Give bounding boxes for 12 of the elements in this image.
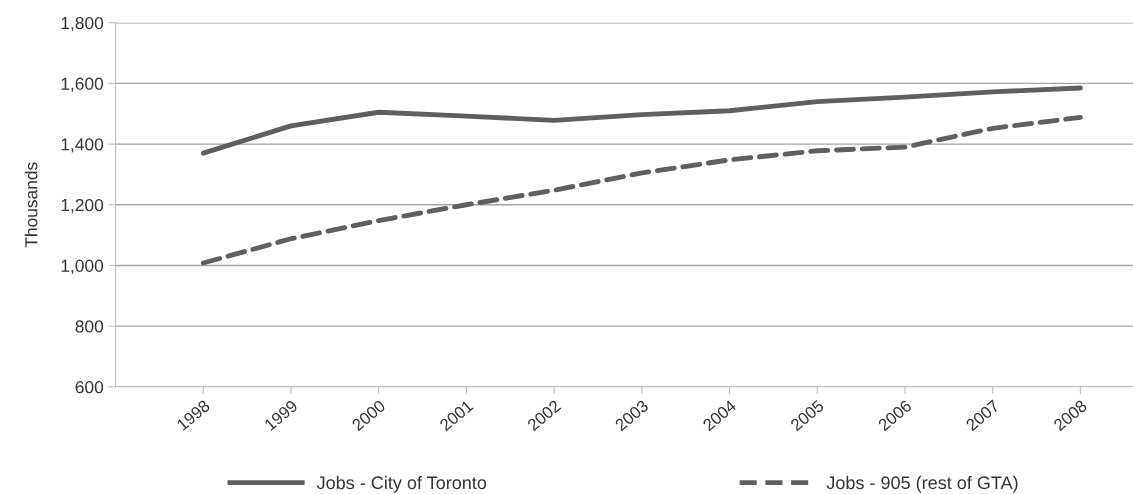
y-tick-label: 1,600 [61,77,104,92]
y-tick-label: 600 [75,380,104,394]
legend-label: Jobs - City of Toronto [316,475,487,493]
y-tick-label: 1,200 [61,198,104,214]
y-tick-label: 1,000 [61,259,104,274]
y-axis-title: Thousands [24,162,38,248]
legend-label: Jobs - 905 (rest of GTA) [826,475,1018,493]
line-series [200,85,1083,156]
line-series [200,114,1083,266]
y-tick-label: 1,400 [61,138,104,153]
y-tick-label: 800 [75,320,104,333]
y-tick-label: 1,800 [61,16,104,32]
